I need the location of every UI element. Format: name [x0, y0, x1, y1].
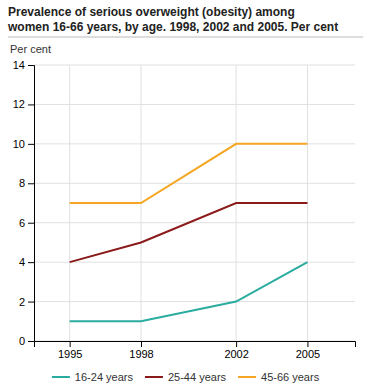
tick: 6	[19, 217, 34, 229]
separator	[8, 37, 363, 38]
legend: 16-24 years 25-44 years 45-66 years	[52, 371, 320, 383]
tick-mark	[28, 144, 34, 145]
y-axis: 0 2 4 6 8 10 12 14	[13, 59, 35, 347]
x-axis: 1995 1998 2002 2005	[35, 341, 356, 360]
tick-label: 2005	[296, 348, 320, 360]
legend-swatch	[238, 376, 256, 378]
tick: 1998	[129, 341, 153, 360]
subtitle: women 16-66 years, by age. 1998, 2002 an…	[7, 20, 338, 34]
tick-mark	[28, 183, 34, 184]
axis-line	[28, 66, 35, 342]
legend-label: 25-44 years	[168, 371, 227, 383]
tick: 14	[13, 59, 34, 71]
tick: 4	[19, 256, 34, 268]
y-grid-line	[34, 65, 355, 66]
text-line: Prevalence of serious overweight (obesit…	[8, 5, 295, 19]
tick-mark	[307, 341, 308, 347]
tick: 8	[19, 177, 34, 189]
series-line	[70, 203, 308, 262]
series-line	[70, 262, 308, 321]
legend-item: 16-24 years	[52, 371, 134, 383]
plot: 1995 1998 2002 2005 0 2 4 6 8 10 12 14	[13, 59, 356, 360]
tick-mark	[28, 65, 34, 66]
grid	[34, 65, 355, 341]
tick-mark	[28, 104, 34, 105]
tick-label: 2002	[224, 348, 248, 360]
axis-line	[35, 342, 356, 348]
y-grid-line	[34, 183, 355, 184]
text-line: women 16-66 years, by age. 1998, 2002 an…	[7, 20, 338, 34]
legend-swatch	[52, 376, 70, 378]
tick-mark	[70, 341, 71, 347]
tick-label: 12	[13, 98, 25, 110]
y-grid-line	[34, 104, 355, 105]
series-lines	[70, 144, 308, 321]
tick-label: 14	[13, 59, 25, 71]
tick-label: 1995	[58, 348, 82, 360]
tick: 0	[19, 335, 34, 347]
tick: 1995	[58, 341, 82, 360]
legend-item: 25-44 years	[145, 371, 227, 383]
tick: 2002	[224, 341, 248, 360]
tick-mark	[141, 341, 142, 347]
y-axis-label: Per cent	[10, 43, 51, 55]
tick-label: 1998	[129, 348, 153, 360]
tick-label: 2	[19, 296, 25, 308]
tick-mark	[236, 341, 237, 347]
tick-label: 8	[19, 177, 25, 189]
y-grid-line	[34, 301, 355, 302]
tick-label: 6	[19, 217, 25, 229]
tick-mark	[28, 262, 34, 263]
series-line	[70, 144, 308, 203]
chart: Prevalence of serious overweight (obesit…	[0, 0, 371, 389]
tick-label: 0	[19, 335, 25, 347]
legend-label: 16-24 years	[75, 371, 134, 383]
tick-label: 4	[19, 256, 25, 268]
tick-mark	[28, 341, 34, 342]
title: Prevalence of serious overweight (obesit…	[8, 5, 295, 19]
tick: 2	[19, 296, 34, 308]
tick-mark	[28, 302, 34, 303]
legend-item: 45-66 years	[238, 371, 320, 383]
legend-label: 45-66 years	[261, 371, 320, 383]
legend-swatch	[145, 376, 163, 378]
tick: 2005	[296, 341, 320, 360]
tick: 12	[13, 98, 34, 110]
y-grid-line	[34, 222, 355, 223]
tick-mark	[28, 223, 34, 224]
tick: 10	[13, 138, 34, 150]
tick-label: 10	[13, 138, 25, 150]
